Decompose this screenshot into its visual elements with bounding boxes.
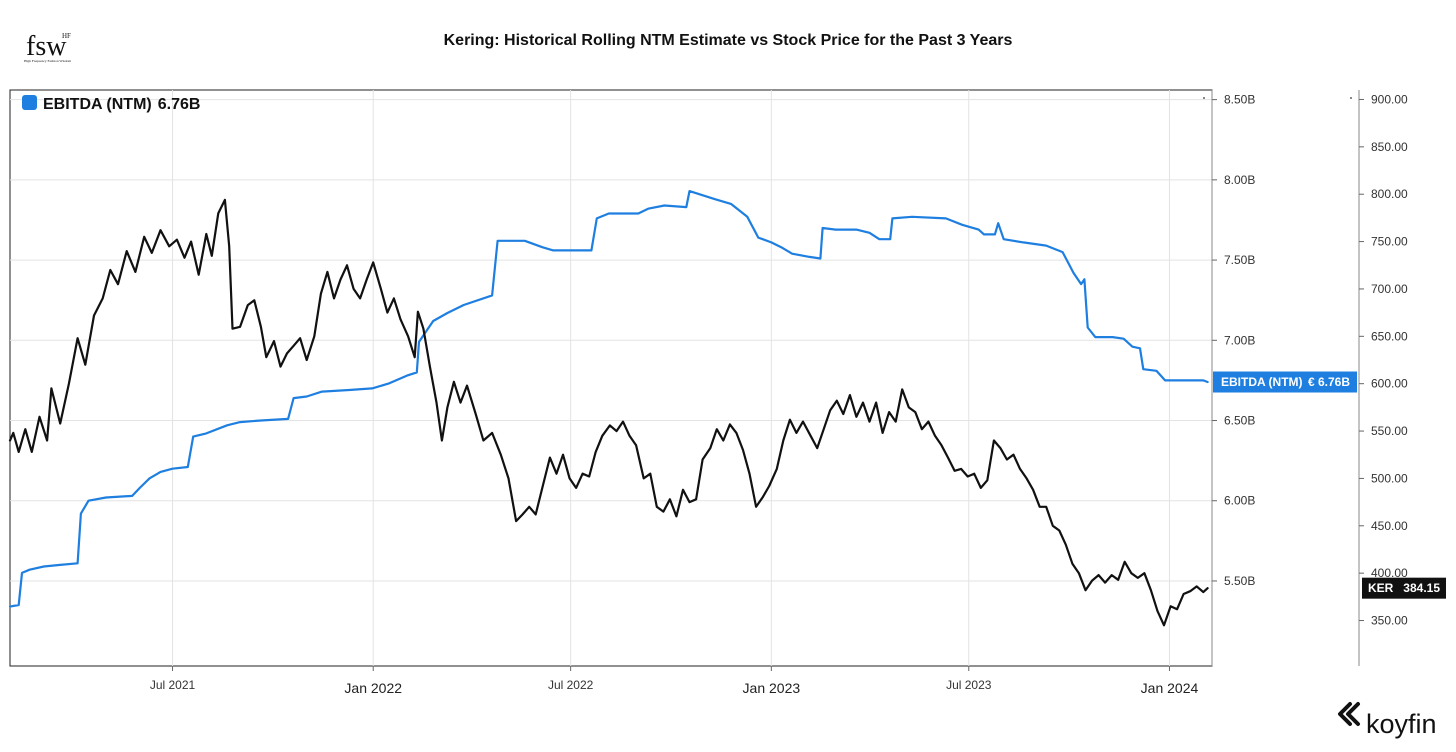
brand-name: koyfin (1366, 709, 1437, 739)
price-tick-label: 900.00 (1371, 92, 1408, 106)
price-tick-label: 750.00 (1371, 235, 1408, 249)
ker-tag-background (1362, 577, 1446, 599)
ker-tag-label: KER (1368, 581, 1394, 595)
grid (10, 90, 1212, 666)
logo-text: fsw (26, 31, 67, 62)
price-tick-label: 800.00 (1371, 187, 1408, 201)
plot-area (9, 89, 1213, 667)
koyfin-logo-icon (1338, 702, 1360, 726)
price-tick-label: 700.00 (1371, 282, 1408, 296)
ebitda-axis-ticks: 5.50B 6.00B 6.50B 7.00B 7.50B 8.00B 8.50B (1212, 93, 1255, 588)
x-tick-label: Jul 2022 (548, 678, 594, 692)
axis-marker-dot (1203, 97, 1205, 99)
chart-title: Kering: Historical Rolling NTM Estimate … (444, 32, 1013, 49)
date-axis-ticks: Jul 2021 Jan 2022 Jul 2022 Jan 2023 Jul 2023… (150, 666, 1199, 696)
axis-marker-dot (1350, 97, 1352, 99)
ker-tag-value: 384.15 (1403, 581, 1440, 595)
x-tick-label: Jan 2024 (1141, 680, 1199, 696)
logo-superscript: HF (62, 32, 71, 40)
x-tick-label: Jul 2023 (946, 678, 992, 692)
price-tick-label: 400.00 (1371, 566, 1408, 580)
fsw-logo: fsw HF High Frequency Fashion Wisdom (24, 31, 71, 63)
ebitda-tick-label: 8.50B (1224, 93, 1255, 107)
ebitda-tick-label: 5.50B (1224, 574, 1255, 588)
series-line-ebitda-ntm (8, 190, 1209, 608)
x-tick-label: Jul 2021 (150, 678, 196, 692)
koyfin-branding: koyfin (1338, 702, 1437, 739)
legend[interactable]: EBITDA (NTM) 6.76B (22, 95, 200, 113)
ebitda-tick-label: 7.50B (1224, 253, 1255, 267)
series-layer (8, 190, 1209, 627)
price-axis-ticks: 350.00 400.00 450.00 500.00 550.00 600.00 650.… (1359, 92, 1408, 628)
logo-tagline: High Frequency Fashion Wisdom (24, 59, 71, 63)
legend-swatch (22, 95, 37, 110)
legend-label: EBITDA (NTM) (43, 96, 152, 113)
series-line-ker (8, 198, 1209, 627)
ebitda-tick-label: 6.00B (1224, 494, 1255, 508)
ebitda-tag-value: € 6.76B (1308, 375, 1350, 389)
price-tick-label: 850.00 (1371, 140, 1408, 154)
price-tick-label: 550.00 (1371, 424, 1408, 438)
x-tick-label: Jan 2022 (344, 680, 402, 696)
x-tick-label: Jan 2023 (743, 680, 801, 696)
ebitda-tag-label: EBITDA (NTM) (1221, 375, 1303, 389)
ebitda-tag-background (1213, 371, 1357, 393)
price-tick-label: 650.00 (1371, 329, 1408, 343)
price-tick-label: 600.00 (1371, 377, 1408, 391)
legend-value: 6.76B (158, 96, 201, 113)
price-tick-label: 450.00 (1371, 519, 1408, 533)
price-tick-label: 350.00 (1371, 614, 1408, 628)
ebitda-tick-label: 7.00B (1224, 333, 1255, 347)
ebitda-tick-label: 8.00B (1224, 173, 1255, 187)
ebitda-tick-label: 6.50B (1224, 414, 1255, 428)
price-tick-label: 500.00 (1371, 471, 1408, 485)
ker-last-value-tag: KER 384.15 (1362, 577, 1446, 599)
ebitda-last-value-tag: EBITDA (NTM) € 6.76B (1213, 371, 1357, 393)
